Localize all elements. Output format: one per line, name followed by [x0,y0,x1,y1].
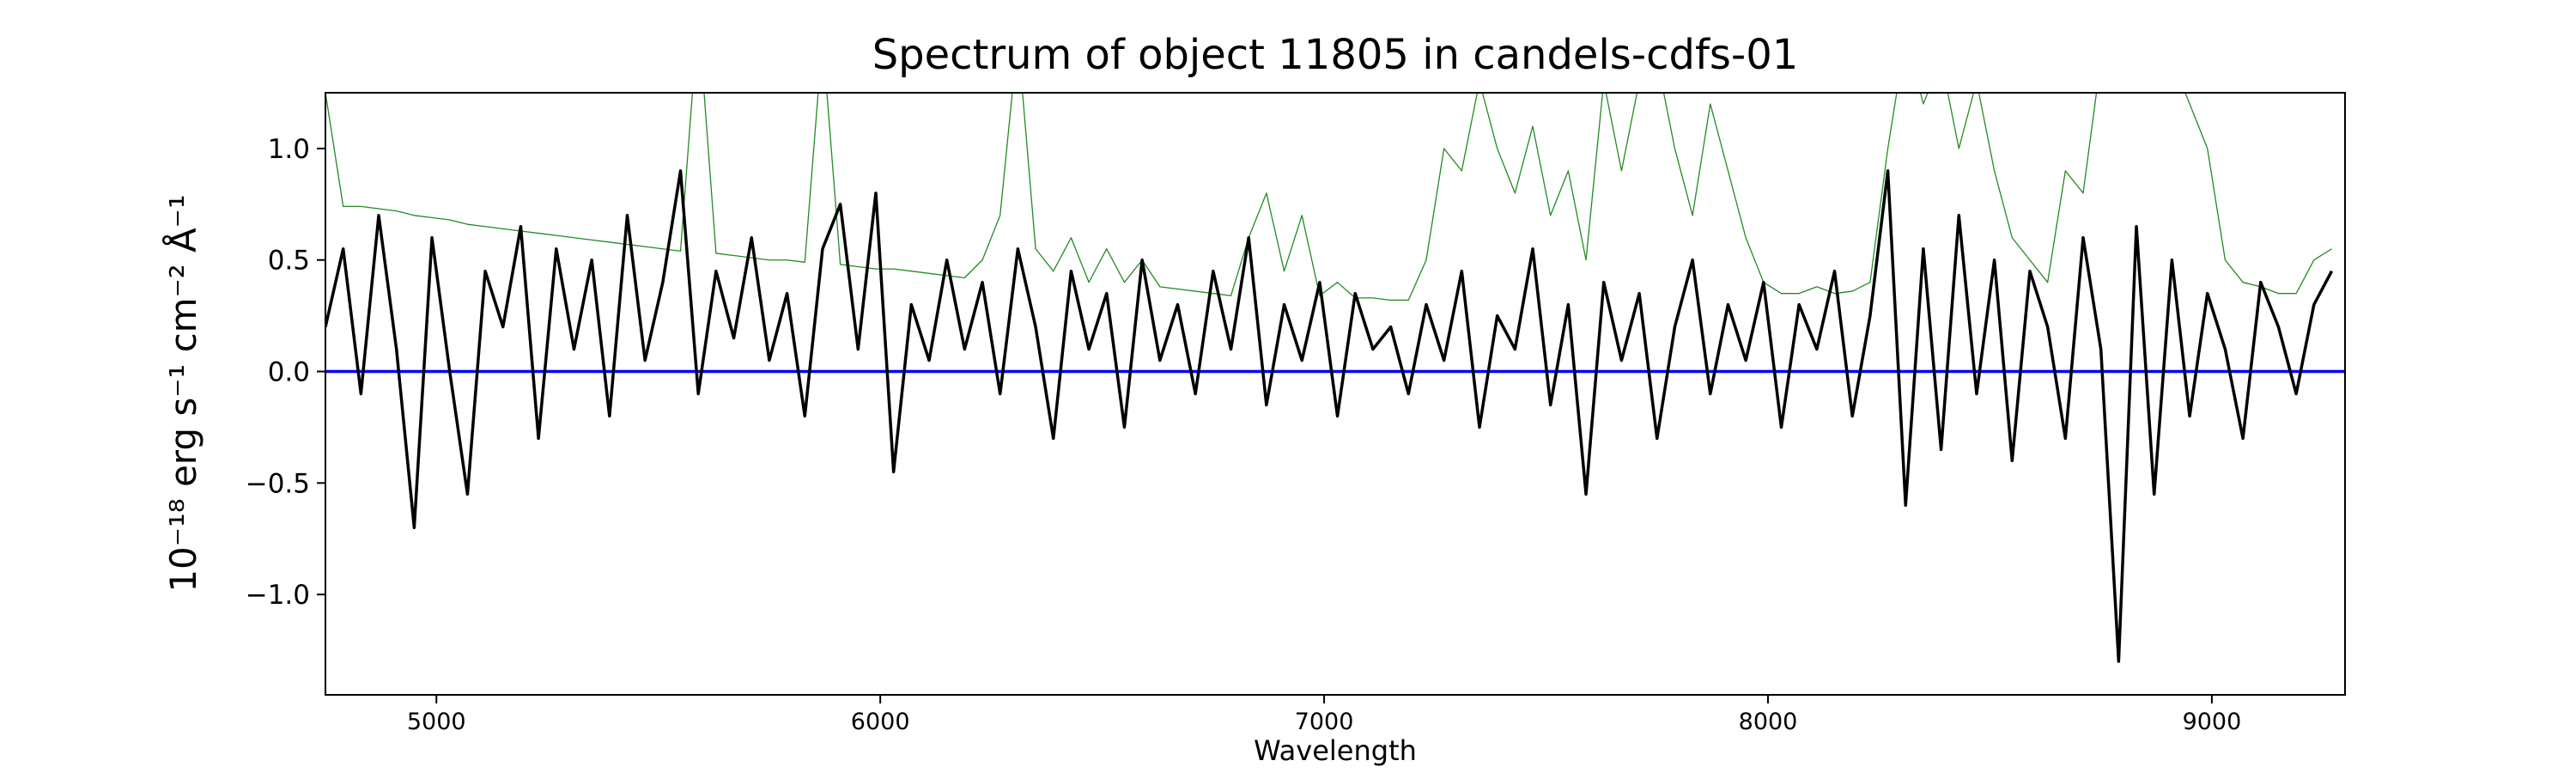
y-tick-label: 1.0 [268,134,310,165]
plot-area [325,93,2345,663]
x-tick-label: 6000 [851,709,910,735]
x-tick-label: 7000 [1295,709,1354,735]
x-tick-label: 5000 [407,709,466,735]
y-axis-label: 10⁻¹⁸ erg s⁻¹ cm⁻² Å⁻¹ [161,194,204,592]
axes-frame [325,92,2346,696]
x-tick-label: 8000 [1739,709,1798,735]
chart-title: Spectrum of object 11805 in candels-cdfs… [872,31,1799,79]
y-tick-label: 0.5 [268,246,310,277]
series-line [325,169,2334,663]
y-tick-label: 0.0 [268,357,310,388]
x-axis-label: Wavelength [1254,734,1417,767]
x-tick-label: 9000 [2183,709,2242,735]
y-tick-label: −0.5 [246,468,310,499]
series-line [325,93,2332,301]
y-tick-label: −1.0 [246,580,310,611]
